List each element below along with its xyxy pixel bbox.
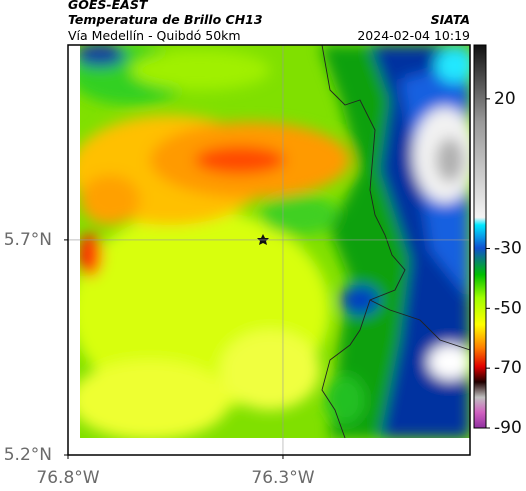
map-frame <box>67 44 471 456</box>
colorbar-tick-label: -70 <box>494 358 522 378</box>
colorbar <box>473 44 487 429</box>
y-tick-label: 5.2°N <box>4 445 52 465</box>
colorbar-tick-label: -30 <box>494 238 522 258</box>
product: Temperatura de Brillo CH13 <box>68 12 263 27</box>
colorbar-tick-label: -90 <box>494 418 522 438</box>
timestamp: 2024-02-04 10:19 <box>357 28 470 43</box>
x-tick-label: 76.3°W <box>251 468 314 488</box>
y-tick-label: 5.7°N <box>4 230 52 250</box>
region: Vía Medellín - Quibdó 50km <box>68 28 241 43</box>
colorbar-tick-label: 20 <box>494 89 516 109</box>
city-marker <box>257 234 269 245</box>
colorbar-tick-label: -50 <box>494 298 522 318</box>
temperature-field <box>80 45 470 438</box>
source: SIATA <box>431 12 470 27</box>
satellite: GOES-EAST <box>68 0 149 12</box>
x-tick-label: 76.8°W <box>36 468 99 488</box>
